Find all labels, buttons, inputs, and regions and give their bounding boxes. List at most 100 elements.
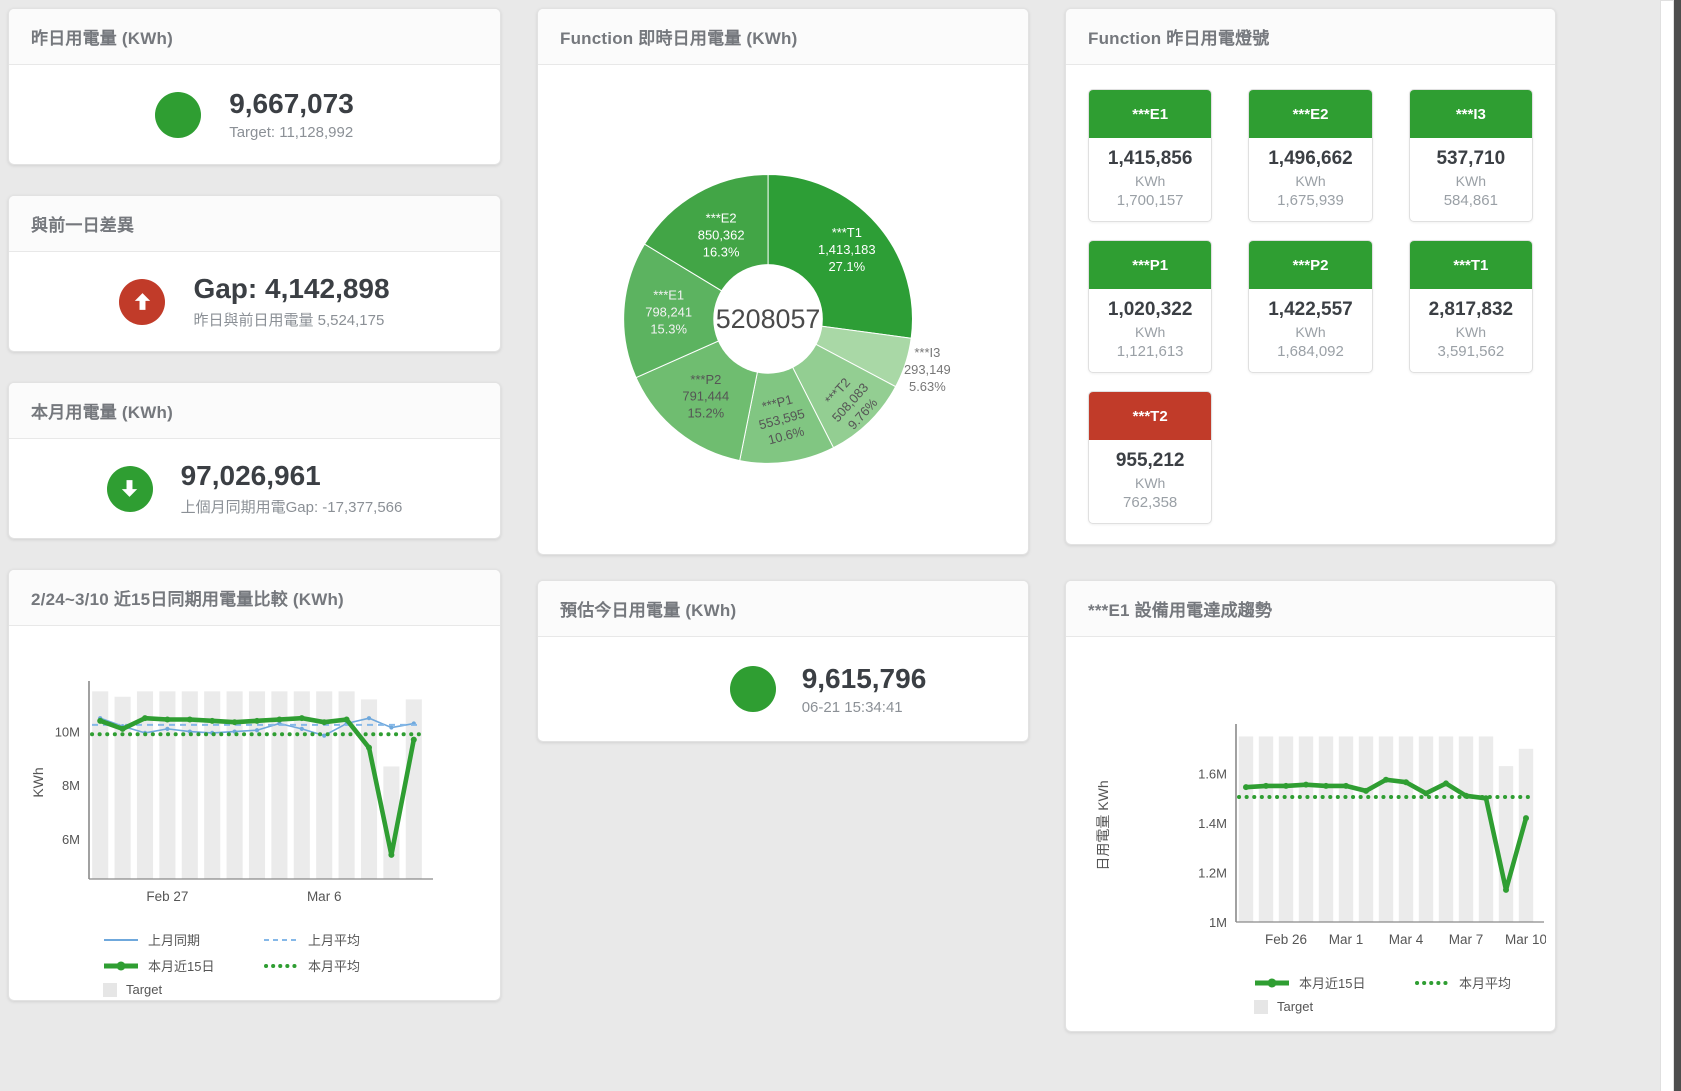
lamp-tile-E1: ***E1 1,415,856 KWh 1,700,157 [1088,89,1213,222]
lamp-grid: ***E1 1,415,856 KWh 1,700,157 ***E2 1,496,662… [1066,65,1555,544]
svg-text:Mar 1: Mar 1 [1329,932,1364,947]
svg-text:10M: 10M [55,725,80,740]
legend-swatch-icon [103,982,117,997]
legend-swatch-icon [1254,999,1268,1014]
svg-text:Mar 4: Mar 4 [1389,932,1424,947]
svg-text:Feb 27: Feb 27 [146,889,188,904]
tile-status-header: ***E2 [1249,90,1372,138]
legend-swatch-icon [103,935,139,945]
tile-target-value: 3,591,562 [1437,343,1505,360]
status-circle [119,278,166,325]
tile-value: 1,415,856 [1107,148,1193,169]
svg-text:Mar 7: Mar 7 [1449,932,1484,947]
legend-swatch-icon [263,961,299,971]
lamp-tile-T1: ***T1 2,817,832 KWh 3,591,562 [1408,240,1533,373]
month-usage-subtitle: 上個月同期用電Gap: -17,377,566 [180,499,403,516]
card-title: 本月用電量 (KWh) [9,383,500,439]
card-e1-trend-chart: ***E1 設備用電達成趨勢 1M 1.2M 1.4M 1.6M Feb 26 Mar 1… [1065,580,1556,1032]
card-title: 昨日用電量 (KWh) [9,9,500,65]
card-title: 2/24~3/10 近15日同期用電量比較 (KWh) [9,570,500,626]
tile-value: 1,422,557 [1268,299,1353,320]
tile-status-header: ***I3 [1409,90,1532,138]
legend-swatch-icon [263,935,299,945]
tile-value: 955,212 [1115,450,1185,471]
legend-label: 本月近15日 [148,959,215,974]
tile-target-value: 1,675,939 [1277,192,1344,209]
svg-text:8M: 8M [62,778,80,793]
legend-item[interactable]: 上月平均 [263,930,423,949]
lamp-tile-E2: ***E2 1,496,662 KWh 1,675,939 [1248,89,1373,222]
card-title: ***E1 設備用電達成趨勢 [1066,581,1555,637]
chart-legend: 上月同期 上月平均本月近15日 本月平均 Target [103,930,480,997]
status-circle [729,666,776,712]
tile-unit: KWh [1295,324,1326,340]
lamp-tile-T2: ***T2 955,212 KWh 762,358 [1088,391,1213,524]
arrow-up-icon [131,290,154,313]
tile-status-header: ***T2 [1089,392,1212,440]
legend-label: 本月平均 [308,959,361,974]
day-gap-value: Gap: 4,142,898 [193,273,390,304]
legend-label: 本月近15日 [1299,976,1366,991]
legend-item[interactable]: Target [103,982,263,997]
tile-status-header: ***P1 [1089,241,1212,289]
svg-text:Feb 26: Feb 26 [1265,932,1307,947]
svg-text:1.6M: 1.6M [1198,767,1227,782]
today-estimate-value: 9,615,796 [801,662,927,694]
svg-text:5208057: 5208057 [716,304,821,334]
legend-label: 本月平均 [1459,976,1512,991]
tile-value: 1,496,662 [1268,148,1353,169]
tile-target-value: 1,684,092 [1277,343,1344,360]
lamp-tile-P2: ***P2 1,422,557 KWh 1,684,092 [1248,240,1373,373]
lamp-tile-P1: ***P1 1,020,322 KWh 1,121,613 [1088,240,1213,373]
status-circle [155,91,202,138]
tile-unit: KWh [1134,475,1166,491]
tile-unit: KWh [1134,324,1166,340]
card-title: Function 即時日用電量 (KWh) [538,9,1028,65]
card-period-compare-chart: 2/24~3/10 近15日同期用電量比較 (KWh) 6M 8M 10M Feb 2… [8,569,501,1001]
month-usage-value: 97,026,961 [180,460,321,491]
tile-target-value: 1,121,613 [1116,343,1184,360]
legend-item[interactable]: 本月近15日 [103,956,263,975]
tile-target-value: 584,861 [1443,192,1498,209]
svg-text:6M: 6M [62,832,80,847]
tile-status-header: ***T1 [1409,241,1532,289]
status-circle [106,465,153,512]
legend-item[interactable]: 本月平均 [263,956,423,975]
tile-status-header: ***P2 [1249,241,1372,289]
svg-text:1.2M: 1.2M [1198,866,1227,881]
legend-item[interactable]: 本月平均 [1414,973,1555,992]
legend-swatch-icon [1414,978,1450,988]
card-title: 預估今日用電量 (KWh) [538,581,1028,637]
svg-text:Mar 10: Mar 10 [1505,932,1546,947]
legend-label: 上月平均 [308,933,361,948]
legend-item[interactable]: 上月同期 [103,930,263,949]
yesterday-usage-target: Target: 11,128,992 [229,124,354,141]
legend-swatch-icon [1254,978,1290,988]
period-compare-chart[interactable]: 6M 8M 10M Feb 27 Mar 6 KWh [29,674,449,924]
card-title: 與前一日差異 [9,196,500,252]
chart-legend: 本月近15日 本月平均 Target [1254,973,1535,1014]
card-day-gap: 與前一日差異 Gap: 4,142,898 昨日與前日用電量 5,524,175 [8,195,501,352]
card-month-usage: 本月用電量 (KWh) 97,026,961 上個月同期用電Gap: -17,3… [8,382,501,539]
card-yesterday-usage: 昨日用電量 (KWh) 9,667,073 Target: 11,128,992 [8,8,501,165]
tile-unit: KWh [1295,173,1326,189]
svg-text:1.4M: 1.4M [1198,816,1227,831]
tile-value: 537,710 [1436,148,1506,169]
lamp-tile-I3: ***I3 537,710 KWh 584,861 [1408,89,1533,222]
legend-swatch-icon [103,961,139,971]
legend-item[interactable]: Target [1254,999,1414,1014]
tile-target-value: 762,358 [1123,494,1178,511]
legend-item[interactable]: 本月近15日 [1254,973,1414,992]
tile-unit: KWh [1455,324,1486,340]
card-title: Function 昨日用電燈號 [1066,9,1555,65]
tile-value: 2,817,832 [1428,299,1514,320]
svg-text:KWh: KWh [30,767,46,797]
realtime-usage-donut-chart[interactable]: 5208057 ***T1 1,413,183 27.1% ***I3 293,149 5.… [538,67,1028,552]
e1-trend-chart[interactable]: 1M 1.2M 1.4M 1.6M Feb 26 Mar 1 Mar 4 Mar 7 Mar 1… [1086,717,1546,967]
partial-card-edge [1660,0,1674,1091]
yesterday-usage-value: 9,667,073 [229,88,354,119]
